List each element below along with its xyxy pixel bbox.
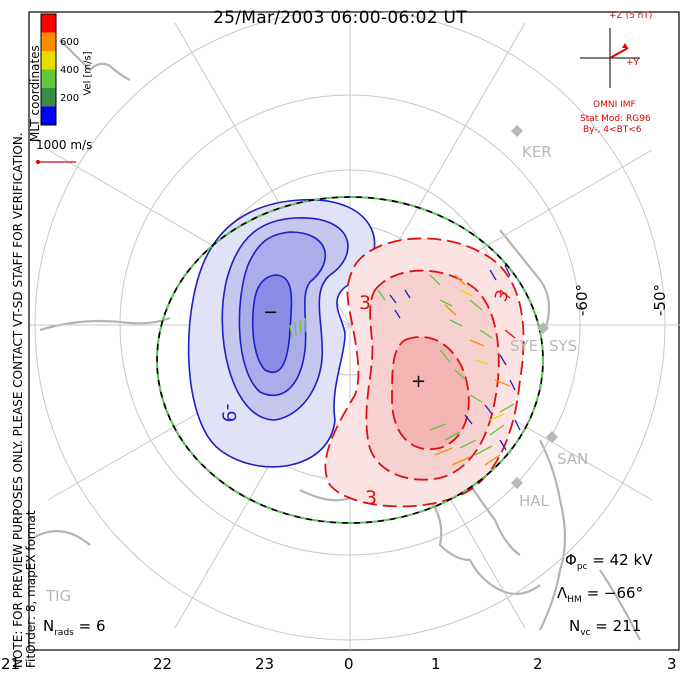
mlt-label-23: 23 — [255, 655, 275, 673]
latitude-label-50: -50° — [651, 284, 669, 316]
reference-vector-label: 1000 m/s — [36, 138, 93, 152]
mlt-label-0: 0 — [344, 655, 354, 673]
colorbar-border — [40, 13, 57, 126]
colorbar-segment — [41, 32, 56, 52]
mlt-label-1: 1 — [431, 655, 441, 673]
radar-count: Nrads = 6 — [43, 617, 106, 638]
phi-pc-value: = 42 kV — [592, 551, 653, 569]
mlt-label-22: 22 — [153, 655, 173, 673]
colorbar-tick-200: 200 — [60, 93, 80, 104]
imf-vector — [609, 47, 629, 59]
hm-boundary-green — [156, 196, 544, 524]
mlt-label-21: 21 — [1, 655, 21, 673]
colorbar-segment — [41, 69, 56, 89]
negative-contour-label: -9 — [217, 403, 240, 423]
station-label-sys: SYS — [549, 337, 578, 355]
station-markers — [511, 125, 558, 489]
station-label-ker: KER — [522, 143, 552, 161]
potential-max-marker: + — [411, 371, 427, 392]
nrads-value: = 6 — [78, 617, 106, 635]
positive-convection-cell — [324, 237, 525, 508]
lambda-hm-value: = −66° — [586, 584, 644, 602]
imf-z-label: +Z (5 nT) — [609, 11, 653, 21]
velocity-axis-label: Vel [m/s] — [82, 51, 94, 96]
positive-contour-label-2: 3 — [365, 487, 378, 509]
stat-model-line2: By-, 4<BT<6 — [583, 125, 642, 135]
imf-clock-dial — [580, 28, 640, 88]
fit-order-text: FitOrder: 8, mapEX format — [24, 510, 38, 668]
station-label-tig: TIG — [46, 587, 72, 605]
imf-y-label: +Y — [626, 58, 640, 68]
positive-contour-label-1: 3 — [359, 292, 372, 314]
preview-note: NOTE: FOR PREVIEW PURPOSES ONLY. PLEASE … — [11, 38, 38, 668]
imf-source: OMNI IMF — [593, 100, 636, 110]
mlt-label-3: 3 — [667, 655, 677, 673]
latitude-label-60: -60° — [573, 284, 591, 316]
colorbar-tick-400: 400 — [60, 65, 80, 76]
station-label-sye: SYE — [510, 337, 539, 355]
colorbar-segment — [41, 14, 56, 33]
station-label-hal: HAL — [519, 492, 549, 510]
colorbar-tick-600: 600 — [60, 37, 80, 48]
colorbar-segment — [41, 106, 56, 126]
negative-convection-cell — [187, 199, 376, 468]
velocity-colorbar — [40, 13, 57, 126]
plot-frame — [28, 11, 680, 651]
cross-polar-potential: Φpc = 42 kV — [565, 551, 653, 572]
mlt-label-2: 2 — [533, 655, 543, 673]
nvc-value: = 211 — [595, 617, 642, 635]
potential-min-marker: − — [263, 302, 279, 323]
plot-title: 25/Mar/2003 06:00-06:02 UT — [213, 8, 467, 28]
hm-latitude: ΛHM = −66° — [557, 584, 644, 605]
colorbar-segment — [41, 51, 56, 70]
velocity-vectors — [289, 264, 521, 466]
vector-count: Nvc = 211 — [569, 617, 642, 638]
station-label-san: SAN — [557, 450, 589, 468]
colorbar-segment — [41, 88, 56, 107]
stat-model-line1: Stat Mod: RG96 — [580, 114, 651, 124]
